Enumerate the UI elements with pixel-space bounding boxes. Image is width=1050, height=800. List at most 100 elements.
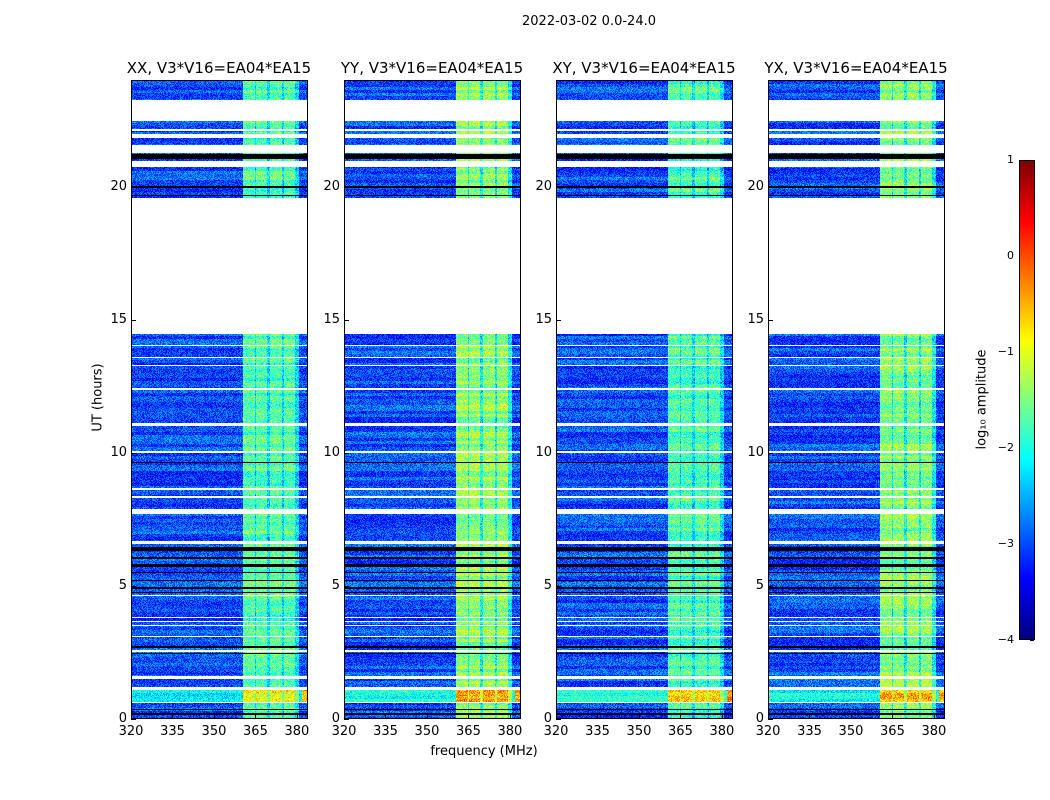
x-tick-mark [768, 714, 769, 719]
x-tick-mark [385, 714, 387, 719]
y-tick-mark [556, 719, 561, 720]
y-tick-mark [768, 186, 773, 188]
x-tick-label: 335 [797, 724, 822, 739]
y-tick-label: 20 [747, 178, 764, 194]
x-tick-mark [468, 714, 470, 719]
y-tick-mark [768, 452, 773, 454]
x-tick-label: 380 [709, 724, 735, 739]
colorbar-tick-label: 1 [1007, 153, 1014, 166]
y-tick-mark [344, 186, 349, 188]
x-tick-mark [131, 714, 132, 719]
y-tick-label: 0 [543, 711, 552, 726]
x-tick-label: 380 [284, 724, 310, 739]
heatmap-image [132, 81, 307, 718]
y-tick-mark [768, 585, 773, 587]
colorbar-tick-label: −4 [997, 633, 1014, 646]
x-tick-mark [213, 714, 215, 719]
x-tick-label: 350 [414, 724, 440, 739]
colorbar-tick-label: −2 [997, 441, 1014, 454]
x-tick-label: 350 [201, 724, 227, 739]
y-tick-label: 20 [323, 178, 340, 194]
heatmap-panel-0 [131, 80, 308, 719]
x-tick-label: 335 [585, 724, 610, 739]
x-tick-label: 320 [331, 724, 357, 739]
x-tick-mark [172, 714, 174, 719]
colorbar-label: log₁₀ amplitude [974, 349, 990, 450]
y-tick-label: 0 [118, 711, 127, 726]
panel-title: XX, V3*V16=EA04*EA15 [126, 59, 312, 77]
y-axis-label: UT (hours) [90, 363, 106, 432]
x-tick-label: 335 [160, 724, 185, 739]
y-tick-mark [556, 452, 561, 454]
y-tick-label: 15 [110, 311, 127, 327]
x-tick-label: 365 [243, 724, 268, 739]
x-tick-label: 320 [118, 724, 144, 739]
x-tick-mark [809, 714, 811, 719]
x-tick-mark [721, 714, 723, 719]
y-tick-label: 10 [747, 444, 764, 460]
x-tick-mark [680, 714, 682, 719]
x-tick-mark [597, 714, 599, 719]
x-tick-label: 380 [921, 724, 947, 739]
y-tick-mark [131, 452, 136, 454]
colorbar [1019, 160, 1035, 640]
y-tick-mark [131, 719, 136, 720]
x-tick-mark [296, 714, 298, 719]
y-tick-label: 5 [755, 577, 764, 593]
y-tick-label: 5 [543, 577, 552, 593]
colorbar-tick-label: −3 [997, 537, 1014, 550]
y-tick-label: 10 [535, 444, 552, 460]
x-tick-label: 365 [668, 724, 693, 739]
colorbar-tick-label: −1 [997, 345, 1014, 358]
x-tick-label: 320 [755, 724, 781, 739]
heatmap-image [769, 81, 944, 718]
x-tick-label: 350 [626, 724, 652, 739]
y-tick-mark [344, 719, 349, 720]
y-tick-mark [344, 585, 349, 587]
y-tick-label: 15 [747, 311, 764, 327]
y-tick-label: 5 [118, 577, 127, 593]
y-tick-mark [556, 319, 561, 321]
x-tick-mark [255, 714, 257, 719]
heatmap-panel-3 [768, 80, 945, 719]
x-tick-mark [556, 714, 557, 719]
x-tick-label: 335 [373, 724, 398, 739]
y-tick-mark [344, 319, 349, 321]
y-tick-mark [556, 186, 561, 188]
y-tick-label: 15 [323, 311, 340, 327]
y-tick-label: 5 [331, 577, 340, 593]
y-tick-label: 10 [110, 444, 127, 460]
x-tick-label: 350 [838, 724, 864, 739]
x-tick-mark [509, 714, 511, 719]
x-tick-mark [892, 714, 894, 719]
y-tick-mark [768, 319, 773, 321]
x-tick-mark [850, 714, 852, 719]
heatmap-image [557, 81, 732, 718]
y-tick-mark [556, 585, 561, 587]
x-tick-mark [933, 714, 935, 719]
panel-title: YY, V3*V16=EA04*EA15 [340, 59, 524, 77]
heatmap-panel-2 [556, 80, 733, 719]
figure-title: 2022-03-02 0.0-24.0 [522, 14, 656, 29]
panel-title: YX, V3*V16=EA04*EA15 [764, 59, 948, 77]
colorbar-tick-label: 0 [1007, 249, 1014, 262]
x-tick-mark [344, 714, 345, 719]
y-tick-label: 0 [331, 711, 340, 726]
y-tick-label: 10 [323, 444, 340, 460]
y-tick-mark [344, 452, 349, 454]
x-tick-mark [638, 714, 640, 719]
heatmap-image [345, 81, 520, 718]
colorbar-tick-mark [1030, 640, 1034, 641]
x-tick-mark [426, 714, 428, 719]
x-tick-label: 365 [880, 724, 905, 739]
y-tick-mark [131, 186, 136, 188]
heatmap-panel-1 [344, 80, 521, 719]
y-tick-label: 0 [755, 711, 764, 726]
y-tick-mark [131, 585, 136, 587]
y-tick-label: 20 [110, 178, 127, 194]
x-tick-label: 320 [543, 724, 569, 739]
y-tick-mark [131, 319, 136, 321]
y-tick-label: 15 [535, 311, 552, 327]
panel-title: XY, V3*V16=EA04*EA15 [552, 59, 736, 77]
y-tick-label: 20 [535, 178, 552, 194]
